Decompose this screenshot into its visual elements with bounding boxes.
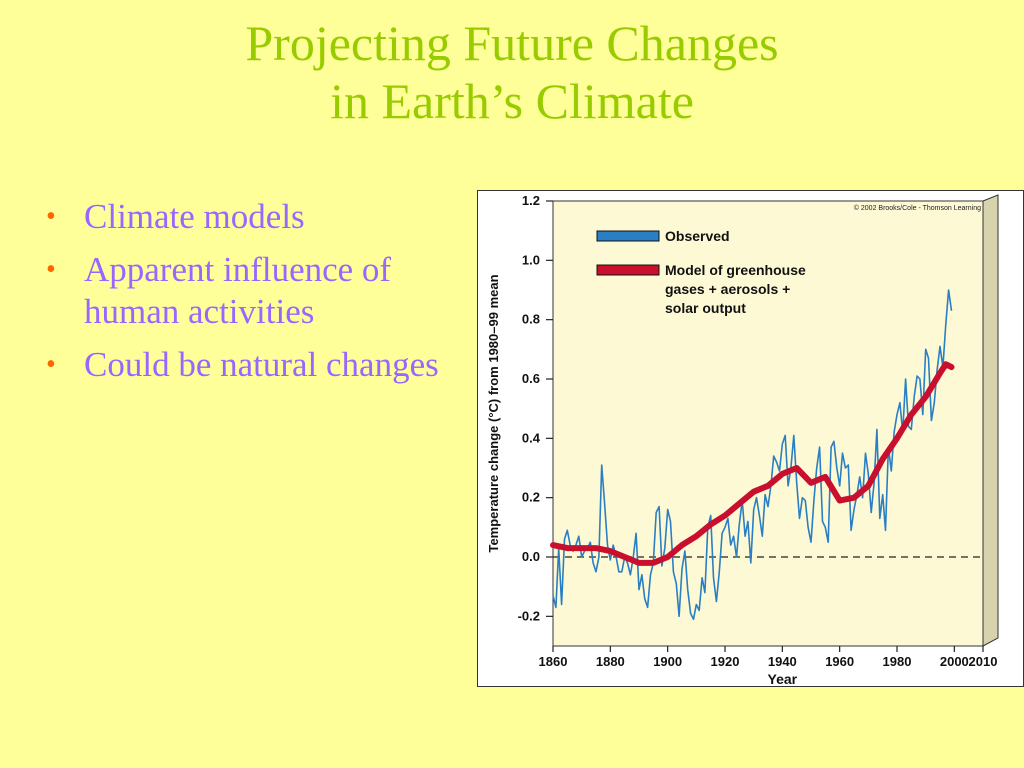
observed-series-line — [552, 289, 953, 621]
x-tick-label: 1940 — [768, 654, 797, 669]
x-tick-label: 1980 — [883, 654, 912, 669]
slide-title-line-1: Projecting Future Changes — [245, 15, 779, 71]
plot-side-panel — [982, 194, 999, 647]
slide-title-line-2: in Earth’s Climate — [330, 73, 694, 129]
bullet-marker: • — [46, 349, 56, 380]
bullet-item: • Climate models — [44, 196, 464, 238]
bullet-text: Could be natural changes — [84, 345, 439, 384]
legend-label-model: gases + aerosols + — [665, 281, 790, 297]
y-tick-label: 0.0 — [522, 549, 540, 564]
y-tick-label: 1.0 — [522, 252, 540, 267]
legend-swatch-observed — [596, 230, 660, 242]
y-tick-label: 0.8 — [522, 312, 540, 327]
bullet-marker: • — [46, 254, 56, 285]
x-axis-label: Year — [768, 671, 798, 686]
y-tick-label: -0.2 — [518, 608, 540, 623]
bullet-item: • Apparent influence of human activities — [44, 249, 464, 333]
legend-swatch-model — [596, 264, 660, 276]
legend-label-observed: Observed — [665, 228, 730, 244]
bullet-list: • Climate models • Apparent influence of… — [44, 196, 464, 397]
slide-title: Projecting Future Changes in Earth’s Cli… — [0, 14, 1024, 130]
x-tick-label: 1960 — [825, 654, 854, 669]
x-tick-label: 1880 — [596, 654, 625, 669]
x-tick-label: 1860 — [539, 654, 568, 669]
copyright-text: © 2002 Brooks/Cole - Thomson Learning — [854, 204, 981, 212]
y-tick-label: 0.6 — [522, 371, 540, 386]
temperature-chart-svg: © 2002 Brooks/Cole - Thomson Learning 1.2… — [486, 193, 999, 686]
legend-label-model: Model of greenhouse — [665, 262, 806, 278]
y-tick-label: 1.2 — [522, 193, 540, 208]
y-tick-label: 0.2 — [522, 490, 540, 505]
x-tick-label: 1920 — [711, 654, 740, 669]
y-tick-label: 0.4 — [522, 430, 541, 445]
x-tick-label: 1900 — [653, 654, 682, 669]
legend-label-model: solar output — [665, 300, 746, 316]
bullet-item: • Could be natural changes — [44, 344, 464, 386]
y-axis-label: Temperature change (°C) from 1980–99 mea… — [486, 274, 501, 552]
bullet-text: Apparent influence of human activities — [84, 250, 392, 331]
x-tick-label: 2010 — [969, 654, 998, 669]
bullet-text: Climate models — [84, 197, 305, 236]
temperature-chart: © 2002 Brooks/Cole - Thomson Learning 1.2… — [477, 190, 1024, 687]
model-series-line — [550, 361, 955, 566]
x-tick-label: 2000 — [940, 654, 969, 669]
bullet-marker: • — [46, 201, 56, 232]
